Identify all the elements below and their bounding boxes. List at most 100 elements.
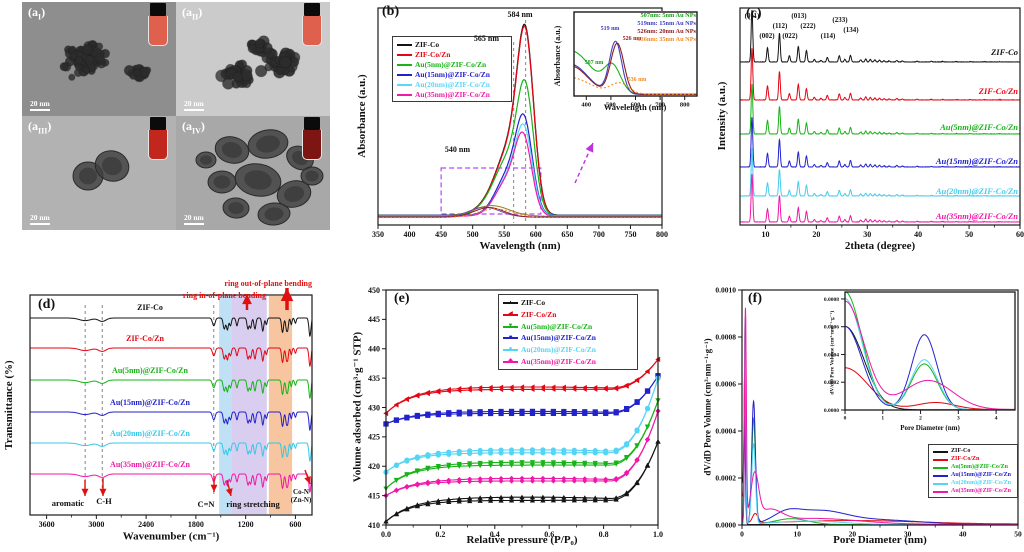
marker — [488, 463, 494, 469]
annotation-text: (f) — [748, 291, 762, 306]
legend-label: ZIF-Co/Zn — [415, 49, 451, 59]
marker — [425, 389, 430, 396]
marker — [644, 436, 651, 442]
legend-swatch — [933, 448, 948, 455]
x-tick-label: 4 — [995, 416, 998, 422]
marker — [540, 408, 546, 414]
tem-panel-label: (aII) — [182, 5, 202, 21]
x-tick-label: 800 — [680, 102, 690, 109]
tem-image-a3: (aIII) 20 nm — [22, 116, 176, 230]
marker — [592, 495, 598, 501]
marker — [425, 465, 431, 471]
annotation-text: 519 nm — [600, 26, 620, 32]
marker — [508, 463, 515, 468]
x-tick-label: 600 — [631, 102, 641, 109]
annotation-text: (013) — [791, 12, 807, 20]
marker — [456, 386, 462, 392]
sample-vial-photo — [145, 117, 171, 165]
vial-liquid — [302, 130, 322, 160]
tem-label-part: (a — [28, 119, 38, 133]
marker — [456, 409, 462, 415]
panel-e-isotherms: 0.0 0.2 0.4 0.6 0.8 1.0 410 415 420 425 430 435 440 4… — [348, 280, 700, 552]
marker — [624, 405, 630, 412]
marker — [498, 460, 504, 466]
annotation-text: Absorbance (a.u.) — [553, 25, 562, 87]
marker — [467, 498, 473, 504]
tem-image-a4: (aIV) 20 nm — [176, 116, 330, 230]
tem-label-part: IV — [192, 126, 201, 136]
x-tick-label: 2 — [919, 416, 922, 422]
marker — [488, 447, 494, 453]
legend-label: ZIF-Co/Zn — [951, 456, 980, 462]
marker — [540, 463, 546, 468]
marker — [550, 460, 556, 465]
tem-particles — [59, 39, 152, 83]
marker — [446, 497, 452, 502]
marker — [446, 410, 452, 416]
x-tick-label: 700 — [593, 230, 605, 239]
marker — [592, 409, 598, 415]
annotation-text: Au(35nm)@ZIF-Co/Zn — [935, 211, 1018, 221]
nanoparticle-core — [79, 167, 97, 185]
marker — [624, 441, 630, 447]
marker — [498, 463, 504, 468]
legend-item: Au(5nm)@ZIF-Co/Zn — [397, 60, 507, 69]
marker — [519, 497, 525, 503]
marker — [508, 384, 514, 390]
nanoparticle — [264, 62, 273, 72]
legend-item: ZIF-Co — [397, 40, 507, 49]
tem-label-part: ) — [198, 5, 203, 19]
marker — [561, 384, 566, 390]
marker — [644, 405, 651, 411]
y-tick-label: 0.0008 — [715, 333, 736, 342]
panel-d-yaxis-label: Transmittance (%) — [3, 360, 15, 450]
x-tick-label: 0 — [844, 416, 847, 422]
series-line — [378, 205, 662, 217]
marker — [592, 460, 598, 466]
legend-item: ◆ Au(35nm)@ZIF-Co/Zn — [503, 357, 633, 366]
scale-bar: 20 nm — [30, 213, 50, 225]
legend-label: Au(15nm)@ZIF-Co/Zn — [951, 472, 1011, 478]
marker — [561, 475, 567, 482]
marker — [519, 447, 525, 453]
marker — [435, 498, 441, 503]
legend-swatch — [933, 464, 948, 471]
nanoparticle-core — [244, 170, 272, 190]
annotation-text: (b) — [382, 4, 400, 19]
x-tick-label: 1200 — [238, 520, 254, 529]
marker — [498, 384, 504, 390]
marker — [644, 424, 651, 430]
panel-f-charts: 0 10 20 30 40 50 0.0000 0.0002 0.0004 0.0006 0.000… — [700, 280, 1024, 552]
marker — [488, 494, 494, 500]
marker — [529, 494, 536, 500]
legend-swatch — [397, 71, 412, 78]
chart-e: 0.0 0.2 0.4 0.6 0.8 1.0 410 415 420 425 430 435 440 4… — [368, 286, 663, 539]
x-tick-label: 650 — [561, 230, 573, 239]
legend-line — [933, 450, 948, 453]
y-tick-label: 0.0002 — [824, 380, 839, 386]
annotation-text: 507 nm — [584, 60, 604, 66]
tem-panel-label: (aI) — [28, 5, 45, 21]
panel-d-charts: 600 1200 1800 2400 3000 3600 — [0, 280, 348, 552]
legend-swatch: ■ — [503, 334, 518, 341]
plot-frame — [844, 291, 1016, 411]
x-tick-label: 1800 — [188, 520, 204, 529]
x-tick-label: 550 — [498, 230, 510, 239]
marker — [456, 476, 462, 483]
annotation-text: (222) — [800, 22, 816, 30]
marker — [498, 497, 504, 503]
x-tick-label: 0 — [740, 530, 744, 539]
legend-label: ZIF-Co/Zn — [521, 309, 557, 319]
legend-line — [397, 63, 412, 66]
marker — [446, 477, 452, 483]
annotation-text: 565 nm — [473, 34, 499, 43]
marker — [477, 447, 483, 454]
series-line — [30, 317, 313, 337]
y-tick-label: 440 — [368, 345, 380, 354]
legend-swatch — [397, 81, 412, 88]
nanoparticle-core — [213, 175, 231, 189]
marker — [613, 495, 619, 500]
marker — [582, 460, 588, 466]
annotation-text: 519nm: 15nm Au NPs — [637, 20, 696, 27]
